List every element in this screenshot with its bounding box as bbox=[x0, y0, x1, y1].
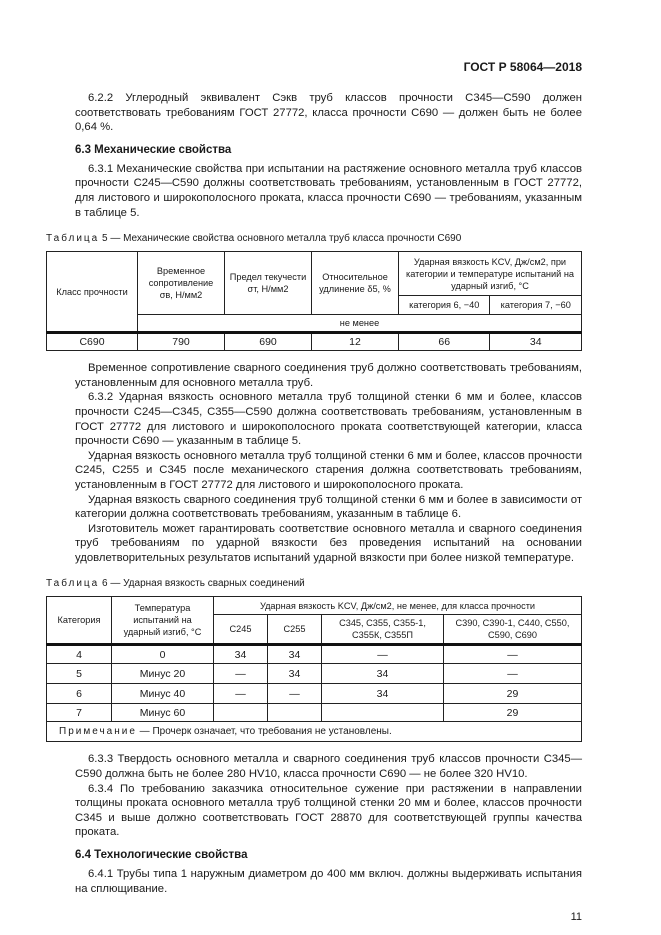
paragraph-text: 6.3.1 Механические свойства при испытани… bbox=[75, 162, 582, 219]
table-cell: — bbox=[267, 683, 322, 705]
table-cell: 34 bbox=[267, 643, 322, 665]
table-cell: 34 bbox=[213, 643, 268, 665]
table-note: Примечание — Прочерк означает, что требо… bbox=[46, 721, 582, 743]
paragraphs-6-3-3: 6.3.3 Твердость основного металла и свар… bbox=[75, 752, 582, 840]
table-cell: 5 bbox=[46, 663, 112, 685]
table-cell: — bbox=[443, 663, 582, 685]
paragraph-6-4-1: 6.4.1 Трубы типа 1 наружным диаметром до… bbox=[75, 867, 582, 896]
paragraph-text: 6.2.2 Углеродный эквивалент Cэкв труб кл… bbox=[75, 92, 582, 134]
table-cell: — bbox=[213, 683, 268, 705]
table-cell: 66 bbox=[397, 331, 491, 352]
table-6-caption: Таблица 6 — Ударная вязкость сварных сое… bbox=[46, 577, 582, 590]
table-cell: 12 bbox=[311, 331, 399, 352]
paragraphs-6-3-2: Временное сопротивление сварного соедине… bbox=[75, 361, 582, 565]
header-cell: С390, С390-1, С440, С550, С590, С690 bbox=[443, 614, 582, 646]
caption-word: Таблица bbox=[46, 233, 100, 245]
table-cell: 690 bbox=[224, 331, 312, 352]
table-cell bbox=[267, 703, 322, 723]
table-cell: — bbox=[213, 663, 268, 685]
paragraph-text: 6.4.1 Трубы типа 1 наружным диаметром до… bbox=[75, 868, 582, 895]
table-cell: 7 bbox=[46, 703, 112, 723]
table-cell: Минус 40 bbox=[111, 683, 214, 705]
paragraph-text: Ударная вязкость основного металла труб … bbox=[75, 449, 582, 491]
section-heading-6-3: 6.3 Механические свойства bbox=[75, 143, 232, 156]
table-cell: — bbox=[321, 643, 444, 665]
table-5-caption: Таблица 5 — Механические свойства основн… bbox=[46, 232, 582, 245]
header-cell: С255 bbox=[267, 614, 322, 646]
header-cell: С245 bbox=[213, 614, 268, 646]
document-header: ГОСТ Р 58064—2018 bbox=[463, 60, 582, 74]
header-cell: Временное сопротивление σв, Н/мм2 bbox=[137, 251, 225, 316]
caption-word: Таблица bbox=[46, 578, 100, 590]
table-cell: С690 bbox=[46, 331, 138, 352]
paragraph-text: 6.3.4 По требованию заказчика относитель… bbox=[75, 782, 582, 839]
table-cell: 6 bbox=[46, 683, 112, 705]
table-cell: 29 bbox=[443, 703, 582, 723]
header-cell: Ударная вязкость KCV, Дж/см2, при катего… bbox=[398, 251, 582, 297]
paragraph-text: Временное сопротивление сварного соедине… bbox=[75, 362, 582, 389]
table-cell bbox=[213, 703, 268, 723]
table-cell: 0 bbox=[111, 643, 214, 665]
table-cell: 4 bbox=[46, 643, 112, 665]
table-cell: Минус 60 bbox=[111, 703, 214, 723]
note-word: Примечание bbox=[59, 725, 137, 737]
document-page: ГОСТ Р 58064—2018 6.2.2 Углеродный эквив… bbox=[46, 0, 582, 924]
header-cell: категория 7, −60 bbox=[489, 295, 582, 316]
table-cell: 29 bbox=[443, 683, 582, 705]
header-cell: категория 6, −40 bbox=[397, 295, 491, 316]
paragraph-text: 6.3.3 Твердость основного металла и свар… bbox=[75, 753, 582, 781]
table-cell: Минус 20 bbox=[111, 663, 214, 685]
table-5: Класс прочности Временное сопротивление σ… bbox=[46, 251, 582, 352]
note-text: — Прочерк означает, что требования не ус… bbox=[136, 725, 392, 737]
spacer bbox=[46, 742, 582, 752]
header-cell: Категория bbox=[46, 596, 112, 646]
header-cell: Класс прочности bbox=[46, 251, 138, 334]
table-cell: 790 bbox=[137, 331, 225, 352]
caption-text: 5 — Механические свойства основного мета… bbox=[99, 233, 462, 245]
table-cell: 34 bbox=[489, 331, 582, 352]
paragraph-6-2-2: 6.2.2 Углеродный эквивалент Cэкв труб кл… bbox=[75, 91, 582, 135]
spacer bbox=[46, 351, 582, 361]
header-cell: Относительное удлинение δ5, % bbox=[311, 251, 399, 316]
page-number: 11 bbox=[570, 911, 582, 924]
header-cell: Температура испытаний на ударный изгиб, … bbox=[111, 596, 214, 646]
table-cell: — bbox=[443, 643, 582, 665]
header-cell: Ударная вязкость KCV, Дж/см2, не менее, … bbox=[213, 596, 582, 616]
header-cell: С345, С355, С355-1, С355К, С355П bbox=[321, 614, 444, 646]
table-cell: 34 bbox=[267, 663, 322, 685]
table-cell bbox=[321, 703, 444, 723]
paragraph-6-3-1: 6.3.1 Механические свойства при испытани… bbox=[75, 162, 582, 220]
table-cell: 34 bbox=[321, 663, 444, 685]
table-6: Категория Температура испытаний на ударны… bbox=[46, 596, 582, 743]
section-heading-6-4: 6.4 Технологические свойства bbox=[75, 849, 248, 862]
caption-text: 6 — Ударная вязкость сварных соединений bbox=[99, 578, 305, 590]
paragraph-text: Изготовитель может гарантировать соответ… bbox=[75, 522, 582, 564]
paragraph-text: 6.3.2 Ударная вязкость основного металла… bbox=[75, 391, 582, 448]
header-cell: не менее bbox=[137, 314, 582, 334]
paragraph-text: Ударная вязкость сварного соединения тру… bbox=[75, 493, 582, 521]
table-cell: 34 bbox=[321, 683, 444, 705]
header-cell: Предел текучести σт, Н/мм2 bbox=[224, 251, 312, 316]
